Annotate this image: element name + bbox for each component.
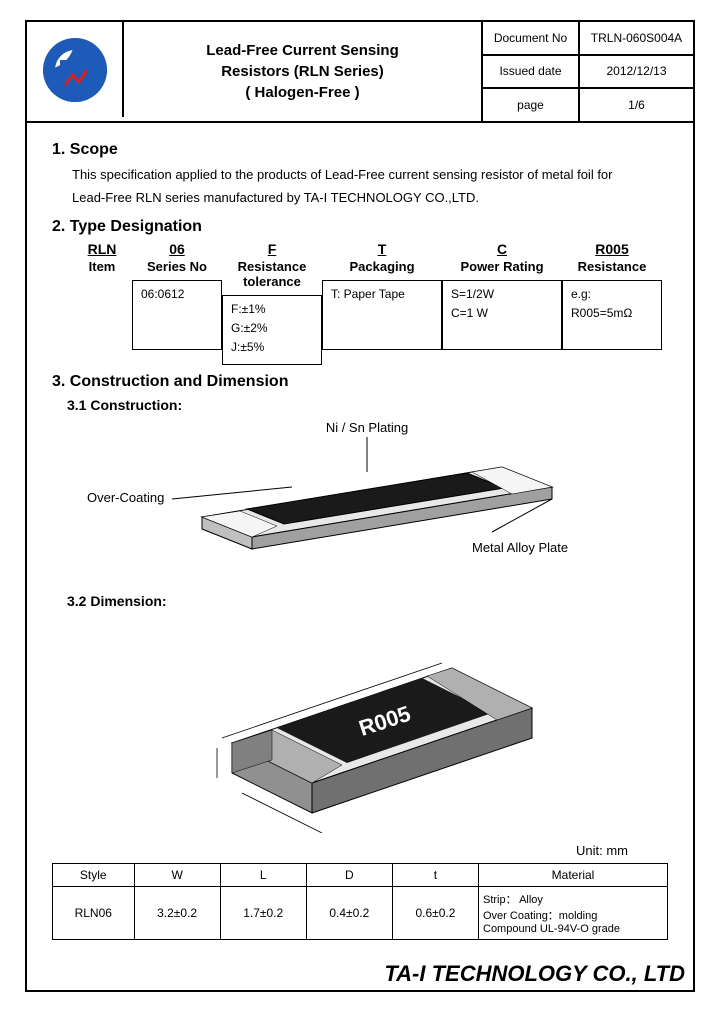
scope-text-1: This specification applied to the produc… [52, 163, 668, 186]
th-t: t [392, 863, 478, 886]
section-1-title: 1. Scope [52, 141, 668, 159]
type-sub-1: Series No [132, 259, 222, 274]
type-head-4: C [442, 241, 562, 257]
label-metal-plate: Metal Alloy Plate [472, 540, 568, 555]
info-cell: Document NoTRLN-060S004A Issued date2012… [483, 22, 693, 121]
type-sub-3: Packaging [322, 259, 442, 274]
th-style: Style [53, 863, 135, 886]
section-2-title: 2. Type Designation [52, 218, 668, 236]
td-style: RLN06 [53, 886, 135, 939]
page-label: page [483, 89, 580, 121]
type-designation-row: RLN Item 06 Series No 06:0612 F Resistance t… [52, 241, 668, 365]
type-box-1: 06:0612 [132, 280, 222, 350]
section-3-title: 3. Construction and Dimension [52, 373, 668, 391]
type-head-3: T [322, 241, 442, 257]
td-l: 1.7±0.2 [220, 886, 306, 939]
label-plating: Ni / Sn Plating [326, 420, 408, 435]
type-sub-4: Power Rating [442, 259, 562, 274]
page: 1/6 [580, 89, 693, 121]
dimension-table: Style W L D t Material RLN06 3.2±0.2 1.7… [52, 863, 668, 940]
td-material: Strip： Alloy Over Coating：molding Compou… [479, 886, 668, 939]
section-3-2-title: 3.2 Dimension: [52, 593, 668, 609]
th-d: D [306, 863, 392, 886]
th-w: W [134, 863, 220, 886]
date-label: Issued date [483, 56, 580, 88]
document-title: Lead-Free Current Sensing Resistors (RLN… [124, 22, 483, 121]
type-head-1: 06 [132, 241, 222, 257]
td-d: 0.4±0.2 [306, 886, 392, 939]
th-material: Material [479, 863, 668, 886]
unit-label: Unit: mm [52, 843, 668, 858]
label-overcoating: Over-Coating [87, 490, 164, 505]
dimension-diagram: R005 [112, 613, 668, 843]
scope-text-2: Lead-Free RLN series manufactured by TA-… [52, 186, 668, 209]
footer-company: TA-I TECHNOLOGY CO., LTD [384, 961, 685, 987]
logo-cell [27, 22, 124, 117]
type-sub-0: Item [72, 259, 132, 274]
section-3-1-title: 3.1 Construction: [52, 397, 668, 413]
type-sub-5: Resistance [562, 259, 662, 274]
type-sub-2: Resistance tolerance [222, 259, 322, 289]
doc-no-label: Document No [483, 22, 580, 54]
th-l: L [220, 863, 306, 886]
type-box-2: F:±1% G:±2% J:±5% [222, 295, 322, 365]
type-box-3: T: Paper Tape [322, 280, 442, 350]
td-t: 0.6±0.2 [392, 886, 478, 939]
type-head-5: R005 [562, 241, 662, 257]
company-logo-icon [35, 30, 115, 110]
type-head-0: RLN [72, 241, 132, 257]
date: 2012/12/13 [580, 56, 693, 88]
type-head-2: F [222, 241, 322, 257]
header-table: Lead-Free Current Sensing Resistors (RLN… [27, 22, 693, 123]
type-box-4: S=1/2W C=1 W [442, 280, 562, 350]
type-box-5: e.g: R005=5mΩ [562, 280, 662, 350]
construction-diagram: Ni / Sn Plating Over-Coating Metal Alloy… [72, 417, 668, 587]
doc-no: TRLN-060S004A [580, 22, 693, 54]
td-w: 3.2±0.2 [134, 886, 220, 939]
